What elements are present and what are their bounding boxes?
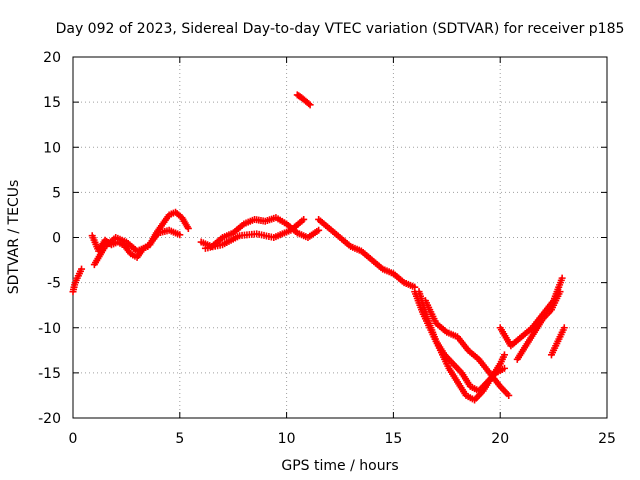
series-arc-recovery-2	[513, 288, 564, 363]
x-tick-label: 15	[384, 431, 402, 447]
y-tick-label: 0	[52, 231, 61, 247]
x-axis-label: GPS time / hours	[281, 458, 398, 474]
data-point	[305, 100, 313, 108]
axis-ticks: 0 5 10 15 20 25 -20 -15 -10 -5 0 5 10 15 20	[38, 50, 616, 447]
data-point	[78, 265, 86, 273]
x-tick-label: 25	[598, 431, 616, 447]
y-tick-label: -5	[47, 276, 61, 292]
y-tick-label: -20	[38, 411, 61, 427]
series-arc-midday-low	[201, 215, 308, 252]
data-points	[69, 91, 568, 404]
series-arc-outlier	[293, 91, 314, 109]
data-point	[176, 231, 184, 239]
data-point	[500, 364, 508, 372]
data-point	[315, 226, 323, 234]
data-point	[306, 101, 314, 109]
y-tick-label: -15	[38, 366, 61, 382]
y-tick-label: 15	[43, 95, 61, 111]
x-tick-label: 10	[278, 431, 296, 447]
series-arc-morning-low	[90, 226, 184, 269]
data-point	[558, 274, 566, 282]
y-tick-label: -10	[38, 321, 61, 337]
x-tick-label: 0	[69, 431, 78, 447]
y-tick-label: 10	[43, 140, 61, 156]
series-arc-late	[547, 324, 568, 359]
y-tick-label: 20	[43, 50, 61, 66]
x-tick-label: 5	[175, 431, 184, 447]
y-tick-label: 5	[52, 185, 61, 201]
data-point	[500, 351, 508, 359]
series-arc-decline-3	[421, 297, 513, 399]
y-axis-label: SDTVAR / TECUs	[6, 180, 22, 295]
grid-lines	[73, 57, 607, 418]
x-tick-label: 20	[491, 431, 509, 447]
series-arc-start	[69, 265, 86, 296]
data-point	[556, 288, 564, 296]
data-point	[560, 324, 568, 332]
data-point	[505, 391, 513, 399]
series-arc-afternoon	[315, 215, 419, 291]
chart-title: Day 092 of 2023, Sidereal Day-to-day VTE…	[56, 21, 625, 37]
plot-frame	[72, 56, 608, 419]
data-point	[184, 224, 192, 232]
data-point	[300, 215, 308, 223]
